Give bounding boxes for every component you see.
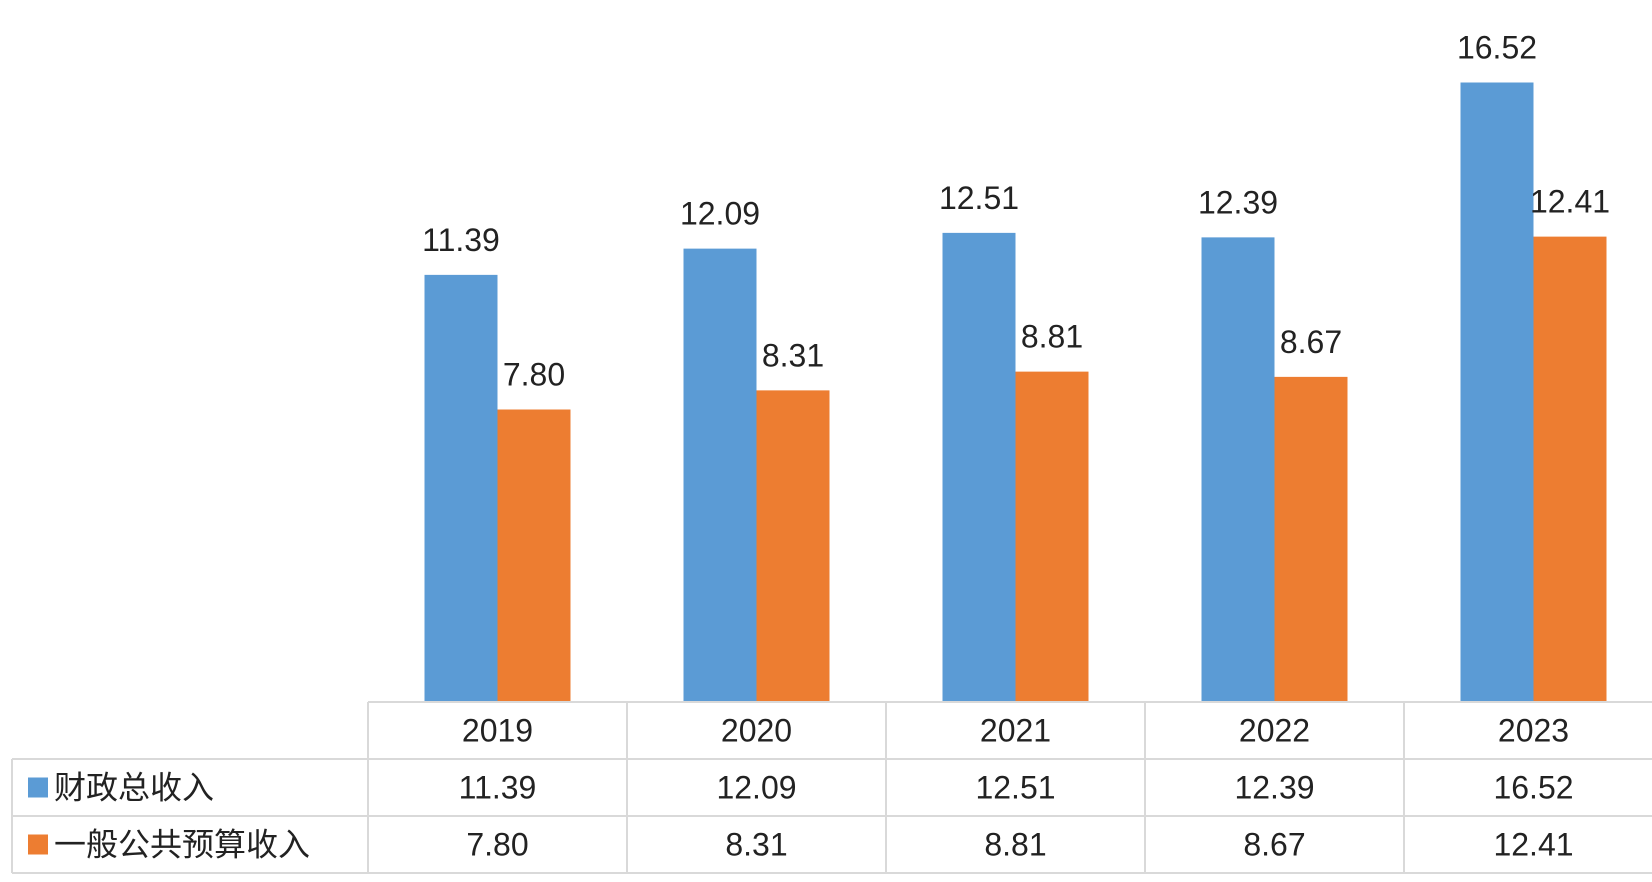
table-value-2019-series-2: 7.80 bbox=[466, 827, 528, 863]
bar-2023-series-2 bbox=[1533, 236, 1607, 702]
data-label-2022-series-2: 8.67 bbox=[1280, 324, 1342, 360]
bar-2021-series-1 bbox=[942, 232, 1016, 702]
legend-key-series-2 bbox=[28, 834, 48, 855]
table-value-2019-series-1: 11.39 bbox=[459, 770, 537, 806]
bar-2020-series-1 bbox=[683, 248, 757, 702]
table-value-2020-series-1: 12.09 bbox=[716, 770, 796, 806]
category-label-2023: 2023 bbox=[1498, 713, 1569, 749]
bar-2023-series-1 bbox=[1460, 82, 1534, 702]
data-label-2020-series-2: 8.31 bbox=[762, 337, 824, 373]
data-labels-layer: 11.39 7.80 12.09 8.31 12.51 8.81 12.39 8.67 16.5… bbox=[422, 30, 1610, 393]
legend-label-series-2: 一般公共预算收入 bbox=[54, 826, 310, 864]
category-label-2019: 2019 bbox=[462, 713, 533, 749]
bar-2022-series-1 bbox=[1201, 237, 1275, 702]
legend-label-series-1: 财政总收入 bbox=[54, 769, 214, 807]
category-label-2022: 2022 bbox=[1239, 713, 1310, 749]
table-value-2020-series-2: 8.31 bbox=[725, 827, 787, 863]
table-value-2021-series-1: 12.51 bbox=[975, 770, 1055, 806]
bar-2019-series-2 bbox=[497, 409, 571, 702]
data-label-2020-series-1: 12.09 bbox=[680, 196, 760, 232]
bar-2020-series-2 bbox=[756, 390, 830, 702]
data-label-2022-series-1: 12.39 bbox=[1198, 184, 1278, 220]
data-label-2019-series-1: 11.39 bbox=[422, 222, 500, 258]
category-label-2021: 2021 bbox=[980, 713, 1051, 749]
table-value-2023-series-1: 16.52 bbox=[1493, 770, 1573, 806]
data-label-2019-series-2: 7.80 bbox=[503, 357, 565, 393]
data-table: 2019 2020 2021 2022 2023 财政总收入 11.39 12.09 12.51… bbox=[11, 701, 1652, 874]
table-value-2021-series-2: 8.81 bbox=[984, 827, 1046, 863]
table-value-2022-series-1: 12.39 bbox=[1234, 770, 1314, 806]
data-label-2023-series-1: 16.52 bbox=[1457, 30, 1537, 66]
bars-layer bbox=[424, 82, 1607, 702]
legend-key-series-1 bbox=[28, 777, 48, 798]
data-label-2021-series-2: 8.81 bbox=[1021, 319, 1083, 355]
data-label-2023-series-2: 12.41 bbox=[1530, 184, 1610, 220]
bar-2022-series-2 bbox=[1274, 376, 1348, 702]
data-label-2021-series-1: 12.51 bbox=[939, 180, 1019, 216]
bar-2019-series-1 bbox=[424, 274, 498, 702]
table-value-2022-series-2: 8.67 bbox=[1243, 827, 1305, 863]
bar-2021-series-2 bbox=[1015, 371, 1089, 702]
table-value-2023-series-2: 12.41 bbox=[1493, 827, 1573, 863]
category-label-2020: 2020 bbox=[721, 713, 792, 749]
